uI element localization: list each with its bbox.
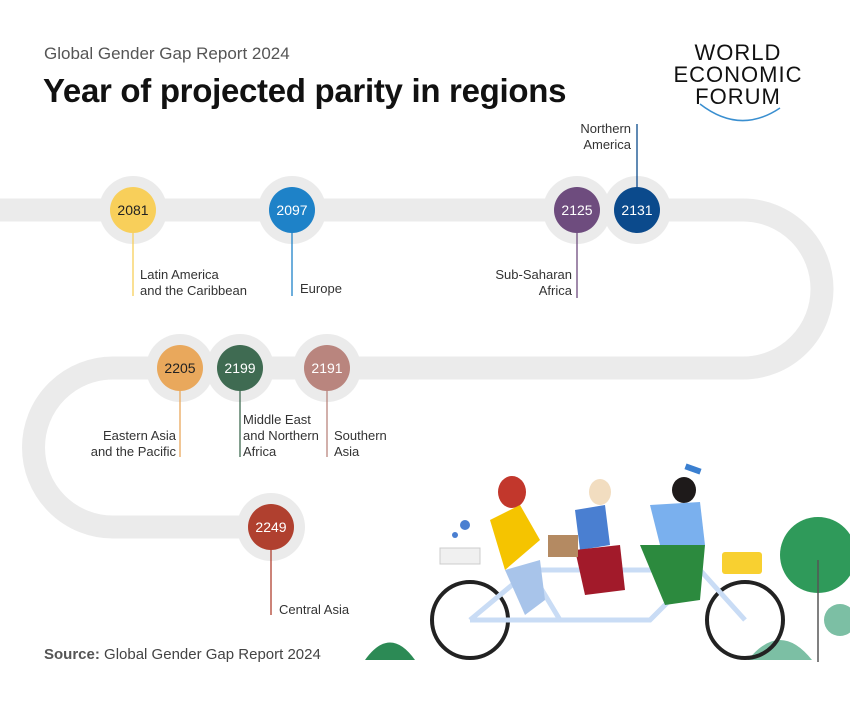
region-label: Middle East	[243, 412, 311, 427]
region-label: Africa	[539, 283, 573, 298]
source-note: Source: Global Gender Gap Report 2024	[44, 646, 321, 663]
tree-icon	[780, 517, 850, 593]
timeline-track	[0, 198, 834, 539]
bush-icon	[365, 642, 415, 660]
logo-line: ECONOMIC	[673, 62, 803, 87]
year-label: 2125	[561, 202, 592, 218]
region-label: Eastern Asia	[103, 428, 177, 443]
year-node	[614, 187, 660, 233]
tree-icon	[824, 604, 850, 636]
region-label: and the Caribbean	[140, 283, 247, 298]
region-label: Europe	[300, 281, 342, 296]
bag-icon	[548, 535, 578, 557]
region-label: Latin America	[140, 267, 220, 282]
region-label: Asia	[334, 444, 360, 459]
bicycle-illustration	[365, 463, 850, 662]
region-label: and Northern	[243, 428, 319, 443]
year-label: 2199	[224, 360, 255, 376]
wheel-icon	[705, 580, 785, 660]
logo-arc	[699, 103, 781, 122]
region-label: America	[583, 137, 631, 152]
source-label: Source:	[44, 646, 100, 663]
region-label: and the Pacific	[91, 444, 177, 459]
page-title: Year of projected parity in regions	[43, 72, 567, 109]
region-label: Africa	[243, 444, 277, 459]
basket-icon	[722, 552, 762, 574]
region-label: Central Asia	[279, 602, 350, 617]
year-node	[157, 345, 203, 391]
year-label: 2081	[117, 202, 148, 218]
source-text: Global Gender Gap Report 2024	[104, 646, 321, 663]
region-label: Northern	[580, 121, 631, 136]
year-node	[248, 504, 294, 550]
logo-line: WORLD	[694, 40, 782, 65]
year-node	[269, 187, 315, 233]
year-node	[110, 187, 156, 233]
year-node	[217, 345, 263, 391]
wef-logo: WORLD ECONOMIC FORUM	[668, 42, 808, 108]
year-node	[554, 187, 600, 233]
year-node	[304, 345, 350, 391]
year-label: 2131	[621, 202, 652, 218]
year-label: 2205	[164, 360, 195, 376]
year-label: 2097	[276, 202, 307, 218]
region-label: Southern	[334, 428, 387, 443]
flower-icon	[460, 520, 470, 530]
year-label: 2249	[255, 519, 286, 535]
report-subtitle: Global Gender Gap Report 2024	[44, 44, 290, 63]
year-label: 2191	[311, 360, 342, 376]
logo-line: FORUM	[695, 84, 781, 109]
region-label: Sub-Saharan	[495, 267, 572, 282]
